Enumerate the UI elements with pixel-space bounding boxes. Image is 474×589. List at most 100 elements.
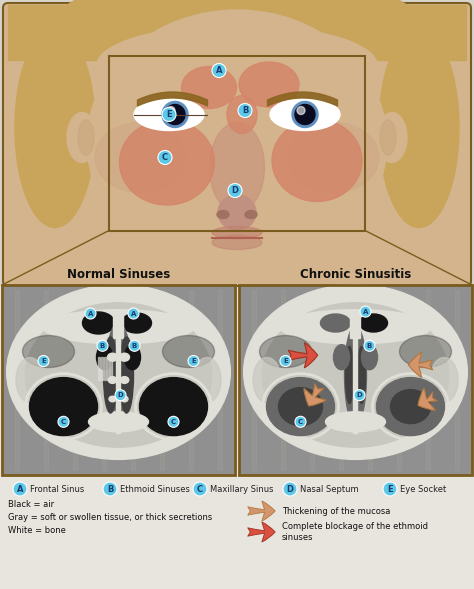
Ellipse shape [95, 123, 185, 193]
Circle shape [238, 104, 252, 117]
Circle shape [38, 356, 49, 366]
Ellipse shape [97, 345, 112, 370]
Ellipse shape [15, 28, 95, 227]
Text: A: A [131, 310, 136, 316]
Text: C: C [162, 153, 168, 162]
FancyBboxPatch shape [3, 3, 471, 286]
Ellipse shape [266, 378, 335, 436]
Text: C: C [61, 419, 66, 425]
Ellipse shape [119, 353, 129, 361]
Ellipse shape [212, 227, 262, 239]
Text: D: D [231, 186, 238, 195]
Ellipse shape [326, 412, 385, 432]
Ellipse shape [57, 0, 417, 65]
Circle shape [212, 64, 226, 78]
Ellipse shape [119, 120, 215, 205]
Bar [110, 357, 112, 380]
Bar [15, 290, 18, 470]
Ellipse shape [391, 389, 430, 423]
Bar [310, 290, 314, 470]
Circle shape [360, 306, 371, 317]
Text: Black = air: Black = air [8, 500, 54, 509]
Ellipse shape [346, 346, 354, 403]
Text: C: C [171, 419, 176, 425]
Circle shape [128, 308, 139, 319]
Text: E: E [387, 485, 393, 494]
Circle shape [297, 107, 305, 114]
Bar [104, 357, 106, 380]
Ellipse shape [289, 123, 379, 193]
Text: C: C [197, 485, 203, 494]
Circle shape [193, 482, 207, 496]
Ellipse shape [193, 358, 221, 402]
Ellipse shape [139, 378, 208, 436]
Bar [117, 329, 120, 433]
Text: D: D [356, 392, 363, 398]
Bar [189, 290, 193, 470]
Ellipse shape [359, 314, 388, 332]
Text: E: E [166, 110, 172, 119]
Circle shape [364, 340, 375, 351]
Ellipse shape [210, 123, 264, 213]
Ellipse shape [259, 336, 311, 368]
Ellipse shape [212, 236, 262, 250]
Text: B: B [367, 343, 372, 349]
Text: A: A [363, 309, 368, 315]
Ellipse shape [82, 312, 115, 334]
Ellipse shape [97, 25, 377, 105]
Text: Gray = soft or swollen tissue, or thick secretions: Gray = soft or swollen tissue, or thick … [8, 513, 212, 522]
Ellipse shape [29, 378, 98, 436]
Bar [281, 290, 285, 470]
Bar [109, 55, 365, 230]
Circle shape [162, 108, 176, 121]
Bar [99, 357, 100, 380]
Ellipse shape [78, 120, 94, 155]
Circle shape [167, 107, 175, 114]
Bar [131, 290, 135, 470]
Circle shape [85, 308, 96, 319]
Text: A: A [17, 485, 23, 494]
Bar [239, 285, 472, 475]
Text: Nasal Septum: Nasal Septum [300, 485, 359, 494]
Circle shape [383, 482, 397, 496]
Bar [102, 290, 106, 470]
Bar [350, 315, 361, 338]
Text: E: E [191, 358, 196, 364]
Bar [8, 5, 466, 60]
Ellipse shape [262, 303, 449, 447]
Ellipse shape [108, 353, 118, 361]
Ellipse shape [163, 336, 215, 368]
Bar [73, 290, 77, 470]
Circle shape [103, 482, 117, 496]
Text: B: B [107, 485, 113, 494]
Circle shape [115, 390, 126, 401]
Ellipse shape [109, 396, 116, 402]
Ellipse shape [253, 358, 281, 402]
Text: Maxillary Sinus: Maxillary Sinus [210, 485, 273, 494]
Ellipse shape [272, 120, 362, 201]
Bar [456, 290, 459, 470]
Circle shape [168, 416, 179, 427]
Bar [426, 290, 430, 470]
Ellipse shape [25, 303, 212, 447]
Text: Complete blockage of the ethmoid
sinuses: Complete blockage of the ethmoid sinuses [282, 522, 428, 542]
Ellipse shape [377, 112, 407, 163]
Ellipse shape [334, 345, 349, 370]
Circle shape [97, 340, 108, 351]
Circle shape [283, 482, 297, 496]
Ellipse shape [280, 310, 431, 344]
Circle shape [295, 416, 306, 427]
Ellipse shape [270, 98, 340, 131]
Text: Thickening of the mucosa: Thickening of the mucosa [282, 507, 391, 515]
Text: A: A [216, 66, 222, 75]
Ellipse shape [43, 310, 194, 344]
Ellipse shape [279, 388, 322, 426]
Circle shape [129, 340, 140, 351]
Ellipse shape [244, 284, 467, 459]
Circle shape [354, 390, 365, 401]
Ellipse shape [400, 336, 452, 368]
Text: Normal Sinuses: Normal Sinuses [67, 268, 170, 281]
Circle shape [228, 184, 242, 197]
Text: Frontal Sinus: Frontal Sinus [30, 485, 84, 494]
Circle shape [280, 356, 291, 366]
